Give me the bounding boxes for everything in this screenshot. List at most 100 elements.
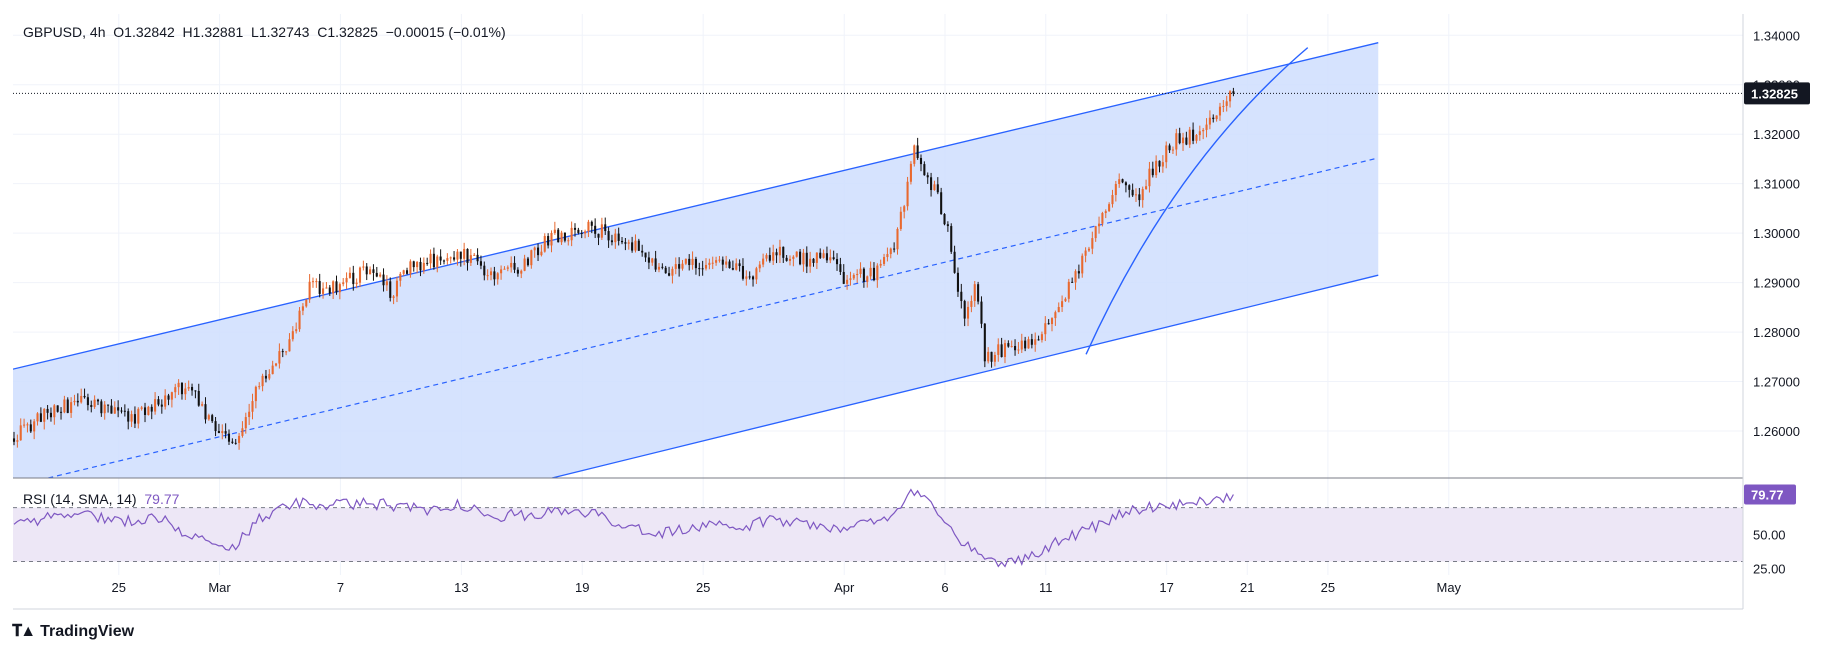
candle-body xyxy=(318,281,321,294)
candle-body xyxy=(130,414,133,422)
candle-body xyxy=(100,401,103,414)
candle-body xyxy=(741,266,745,279)
candle-body xyxy=(745,276,748,279)
symbol-name[interactable]: GBPUSD xyxy=(23,24,83,40)
candle-body xyxy=(997,344,1000,355)
candle-body xyxy=(180,382,184,395)
candle-body xyxy=(117,407,120,411)
candle-body xyxy=(792,256,795,259)
candle-body xyxy=(1114,183,1117,196)
candle-body xyxy=(1064,298,1067,302)
candle-body xyxy=(916,145,919,159)
candle-body xyxy=(812,258,815,263)
candle-body xyxy=(523,258,526,271)
candle-body xyxy=(90,405,93,407)
candle-body xyxy=(432,253,435,268)
candle-body xyxy=(634,240,637,251)
candle-body xyxy=(177,382,180,388)
candle-body xyxy=(832,257,835,260)
arc-drawing[interactable] xyxy=(1085,47,1309,355)
time-tick-label: 21 xyxy=(1240,580,1254,595)
candle-body xyxy=(684,258,687,264)
candle-body xyxy=(221,431,224,434)
candle-body xyxy=(1014,345,1017,351)
candle-body xyxy=(493,271,496,280)
interval[interactable]: 4h xyxy=(89,24,106,40)
candle-body xyxy=(859,268,862,274)
candle-body xyxy=(950,226,953,252)
candle-body xyxy=(1161,162,1164,167)
candle-body xyxy=(775,252,778,256)
candle-body xyxy=(906,181,909,207)
candle-body xyxy=(419,261,422,271)
candle-body xyxy=(631,242,634,251)
candle-body xyxy=(862,268,865,282)
candle-body xyxy=(385,281,388,286)
candle-body xyxy=(103,404,106,414)
candle-body xyxy=(123,410,126,412)
candle-body xyxy=(691,258,694,266)
candle-body xyxy=(513,262,516,270)
candle-body xyxy=(248,411,251,418)
candle-body xyxy=(476,254,479,262)
candle-body xyxy=(422,262,425,271)
candle-body xyxy=(1218,106,1222,116)
candle-body xyxy=(869,267,872,277)
rsi-tick-label: 50.00 xyxy=(1753,528,1786,543)
candle-body xyxy=(1181,137,1185,144)
candle-body xyxy=(264,375,267,379)
candle-body xyxy=(926,175,929,178)
candle-body xyxy=(1074,271,1077,283)
candle-body xyxy=(1165,145,1168,163)
symbol-header: GBPUSD, 4h O1.32842 H1.32881 L1.32743 C1… xyxy=(23,24,506,40)
candle-body xyxy=(207,415,210,420)
candle-body xyxy=(657,266,661,270)
candle-body xyxy=(234,442,237,444)
candle-body xyxy=(224,431,227,434)
candle-body xyxy=(1138,194,1141,201)
candle-body xyxy=(1185,137,1188,145)
candle-body xyxy=(147,406,150,415)
candle-body xyxy=(600,224,603,238)
candle-body xyxy=(913,145,916,164)
time-tick-label: Mar xyxy=(208,580,231,595)
candle-body xyxy=(369,269,372,275)
candle-body xyxy=(291,331,294,340)
candle-body xyxy=(439,256,442,261)
candle-body xyxy=(977,284,980,302)
candle-body xyxy=(365,266,368,275)
candle-body xyxy=(489,271,493,276)
candle-body xyxy=(1111,195,1114,205)
candle-body xyxy=(80,395,83,403)
candle-body xyxy=(1212,117,1215,120)
ohlc-low: L1.32743 xyxy=(251,24,310,40)
candle-body xyxy=(335,281,338,293)
candle-body xyxy=(66,399,69,413)
rsi-label[interactable]: RSI (14, SMA, 14) xyxy=(23,491,137,507)
candle-body xyxy=(506,267,509,269)
candle-body xyxy=(1118,179,1121,184)
candle-body xyxy=(73,400,76,403)
candle-body xyxy=(728,261,731,269)
tradingview-brand[interactable]: 𝐓▲ TradingView xyxy=(12,623,134,641)
candle-body xyxy=(698,268,701,270)
candle-body xyxy=(896,228,899,250)
candle-body xyxy=(1148,168,1151,187)
candle-body xyxy=(573,227,577,230)
candle-body xyxy=(170,392,173,400)
candle-body xyxy=(577,229,580,233)
candle-body xyxy=(708,262,711,265)
candle-body xyxy=(765,255,768,259)
candle-body xyxy=(1098,223,1101,227)
candle-body xyxy=(268,374,271,379)
candle-body xyxy=(1010,345,1013,347)
candle-body xyxy=(661,266,664,268)
candle-body xyxy=(587,221,590,232)
candle-body xyxy=(405,270,409,274)
candle-body xyxy=(1198,131,1201,136)
candle-body xyxy=(567,240,570,242)
candle-body xyxy=(983,323,986,362)
candle-body xyxy=(53,405,56,418)
candle-body xyxy=(352,272,355,285)
last-price-label: 1.32825 xyxy=(1751,86,1798,101)
